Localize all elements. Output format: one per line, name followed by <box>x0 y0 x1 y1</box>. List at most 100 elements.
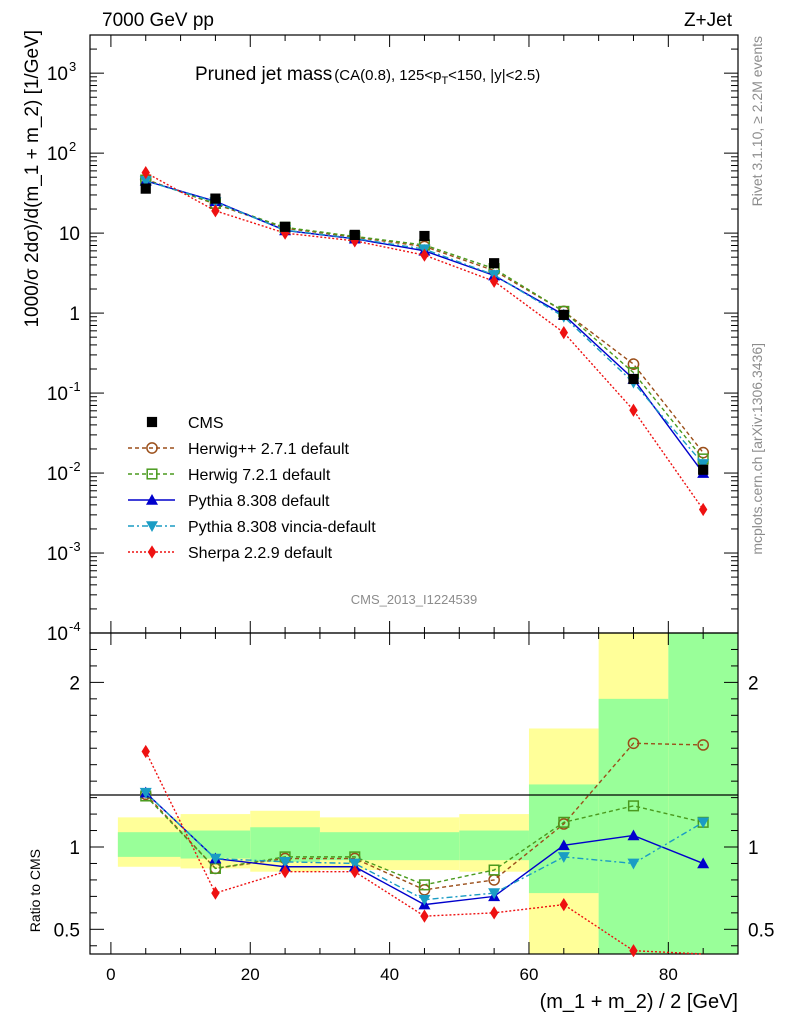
cms-data-point <box>349 229 360 240</box>
series-line-ratio-1 <box>145 795 704 886</box>
series-marker-ratio-4 <box>629 944 638 958</box>
series-marker-ratio-2 <box>697 857 710 869</box>
series-marker-ratio-1 <box>558 816 570 828</box>
legend-marker-1 <box>146 442 158 454</box>
band-stat-3 <box>319 832 460 861</box>
y-tick-label-main: 10 <box>47 144 68 165</box>
main-frame <box>89 34 739 634</box>
y-tick-label-main-exp: -4 <box>69 619 81 634</box>
y-tick-label-main: 10 <box>47 544 68 565</box>
series-marker-ratio-4 <box>559 898 569 912</box>
y-tick-label-main: 1 <box>69 304 80 325</box>
series-marker-ratio-3 <box>627 858 640 870</box>
y-tick-label-ratio-left: 1 <box>69 838 80 859</box>
legend-label-0: CMS <box>188 415 224 432</box>
y-tick-label-main-exp: 2 <box>69 139 76 154</box>
series-marker-ratio-2 <box>557 839 570 851</box>
x-tick-label: 40 <box>380 965 399 984</box>
legend-marker-2 <box>146 468 158 480</box>
series-marker-ratio-0 <box>697 739 710 751</box>
cms-data-point <box>140 183 151 194</box>
process-label: Z+Jet <box>684 10 733 31</box>
series-marker-ratio-3 <box>279 857 292 868</box>
legend-marker-3 <box>146 494 158 505</box>
series-marker-ratio-4 <box>280 865 290 879</box>
series-marker-ratio-1 <box>488 864 500 876</box>
series-marker-ratio-2 <box>627 829 640 841</box>
series-marker-main-4 <box>420 248 429 262</box>
series-marker-ratio-3 <box>418 894 431 906</box>
x-tick-label: 0 <box>106 965 115 984</box>
legend-marker-5 <box>147 545 157 559</box>
legend: CMS Herwig++ 2.7.1 default Herwig 7.2.1 de… <box>128 415 376 562</box>
series-marker-main-4 <box>629 403 638 417</box>
series-marker-ratio-4 <box>211 886 220 900</box>
series-marker-main-4 <box>559 326 569 340</box>
chart-title: Pruned jet mass (CA(0.8), 125<pT<150, |y|… <box>195 64 540 87</box>
y-tick-label-ratio-left: 2 <box>69 673 80 694</box>
band-stat-4 <box>459 830 529 861</box>
series-line-main-1 <box>145 179 704 460</box>
y-tick-label-main: 10 <box>47 384 68 405</box>
ratio-series-layer <box>139 737 710 958</box>
series-line-main-2 <box>145 180 704 474</box>
cms-data-point <box>628 373 639 385</box>
series-marker-main-4 <box>489 274 499 288</box>
series-marker-ratio-4 <box>350 865 359 879</box>
series-line-main-4 <box>145 172 704 510</box>
x-tick-label: 20 <box>241 965 260 984</box>
y-tick-label-main-exp: 3 <box>69 59 76 74</box>
series-marker-ratio-1 <box>418 879 431 891</box>
series-marker-main-0 <box>697 446 710 459</box>
series-marker-ratio-3 <box>348 858 361 870</box>
y-tick-label-ratio-right: 1 <box>748 838 759 859</box>
ratio-uncertainty-bands <box>117 633 738 954</box>
series-marker-ratio-3 <box>557 852 570 863</box>
series-marker-main-4 <box>698 502 708 517</box>
x-tick-label: 60 <box>520 965 539 984</box>
cms-data-point <box>558 309 569 320</box>
series-marker-ratio-3 <box>139 787 152 799</box>
y-tick-label-main: 10 <box>47 464 68 485</box>
energy-label: 7000 GeV pp <box>102 10 214 31</box>
cms-data-point <box>210 193 221 204</box>
y-tick-label-main-exp: -2 <box>69 459 81 474</box>
band-stat-0 <box>117 832 181 857</box>
y-tick-label-main: 10 <box>59 224 80 245</box>
legend-label-1: Herwig++ 2.7.1 default <box>188 441 350 458</box>
y-axis-title-main: 1000/σ 2dσ)/d(m_1 + m_2) [1/GeV] <box>22 30 43 328</box>
y-axis-title-ratio: Ratio to CMS <box>27 849 43 932</box>
x-tick-label: 80 <box>659 965 678 984</box>
y-tick-label-ratio-right: 0.5 <box>748 920 774 941</box>
series-marker-ratio-1 <box>627 800 640 812</box>
series-marker-ratio-0 <box>627 737 640 750</box>
series-marker-ratio-4 <box>420 909 429 923</box>
band-stat-6 <box>598 698 669 954</box>
cms-data-point <box>489 258 500 269</box>
y-tick-label-ratio-left: 0.5 <box>54 920 80 941</box>
cms-data-layer <box>140 183 709 475</box>
series-marker-main-3 <box>139 176 152 187</box>
legend-label-2: Herwig 7.2.1 default <box>188 467 331 484</box>
legend-label-3: Pythia 8.308 default <box>188 493 330 510</box>
cms-data-point <box>419 230 430 242</box>
ratio-frame <box>89 632 739 955</box>
series-marker-ratio-4 <box>141 744 150 759</box>
series-line-main-0 <box>145 178 704 454</box>
series-marker-main-4 <box>211 204 220 218</box>
y-tick-label-main: 10 <box>47 624 68 645</box>
main-series-layer <box>139 166 710 517</box>
legend-marker-4 <box>146 521 158 532</box>
y-tick-label-ratio-right: 2 <box>748 673 759 694</box>
series-marker-ratio-3 <box>209 853 222 865</box>
analysis-id: CMS_2013_I1224539 <box>351 592 478 607</box>
legend-marker-0 <box>146 416 158 428</box>
series-marker-main-3 <box>697 459 710 470</box>
band-stat-7 <box>668 633 738 954</box>
legend-label-5: Sherpa 2.2.9 default <box>188 545 333 562</box>
y-tick-label-main-exp: -1 <box>69 379 81 394</box>
series-line-main-3 <box>145 180 704 465</box>
series-marker-ratio-3 <box>488 888 501 900</box>
